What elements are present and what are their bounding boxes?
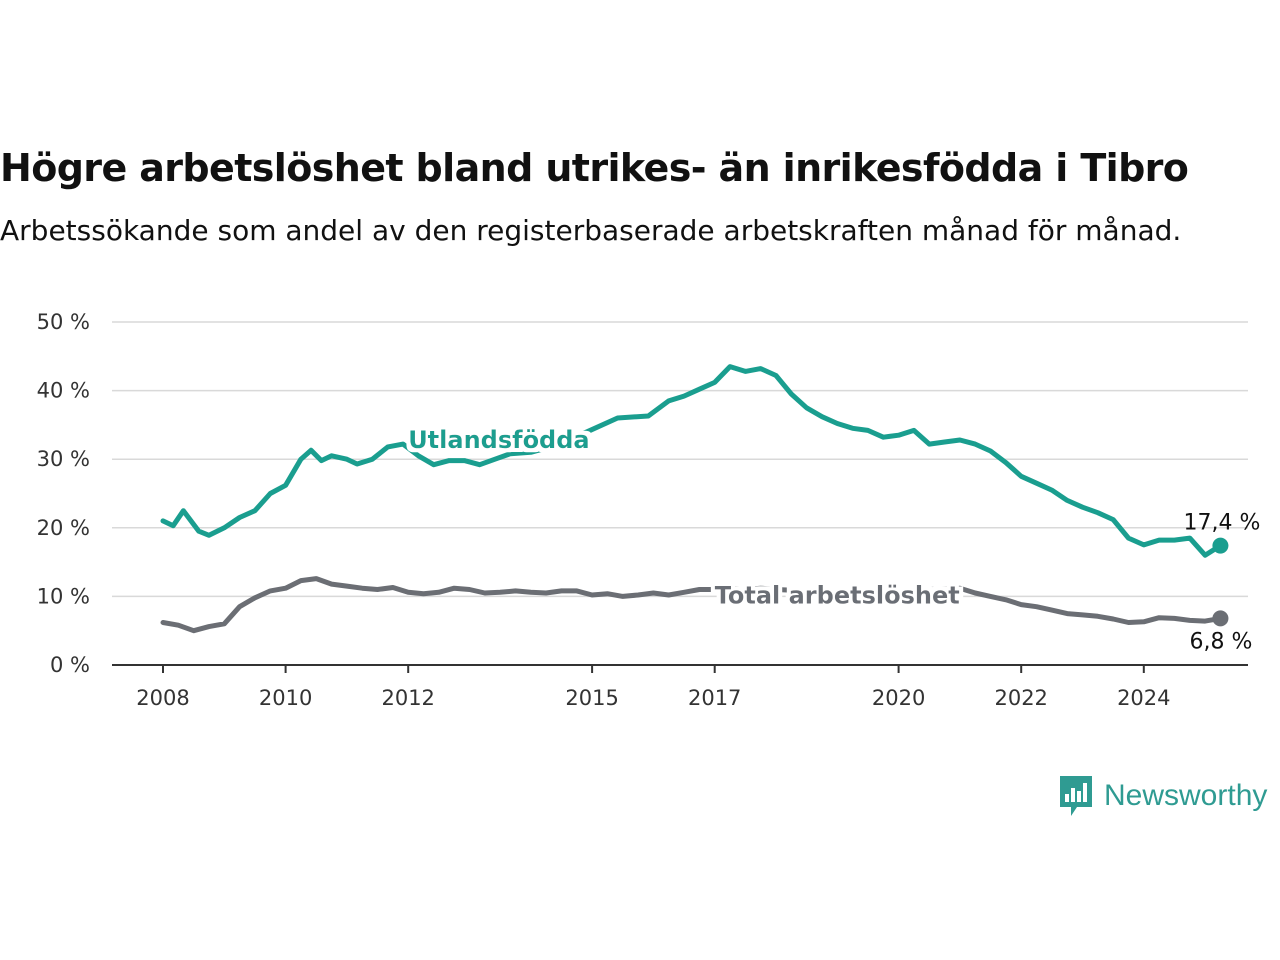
x-tick-label: 2012: [381, 686, 434, 710]
x-tick-label: 2024: [1117, 686, 1170, 710]
bar-chart-speech-bubble-icon: [1060, 776, 1092, 816]
x-tick-label: 2010: [259, 686, 312, 710]
y-tick-label: 40 %: [37, 379, 90, 403]
x-tick-label: 2008: [136, 686, 189, 710]
x-axis-ticks: 2008 2010 2012 2015 2017 2020 2022 2024: [136, 665, 1171, 710]
brand-name: Newsworthy: [1104, 779, 1268, 812]
x-tick-label: 2017: [688, 686, 741, 710]
y-tick-label: 20 %: [37, 516, 90, 540]
x-tick-label: 2015: [565, 686, 618, 710]
newsworthy-logo: Newsworthy: [1058, 773, 1267, 819]
y-tick-label: 0 %: [50, 653, 90, 677]
x-tick-label: 2020: [872, 686, 925, 710]
x-tick-label: 2022: [994, 686, 1047, 710]
line-chart: 0 % 10 % 20 % 30 % 40 % 50 % 2008 2010 2012 2015…: [37, 310, 1261, 710]
series-lines: [160, 364, 1229, 634]
series-line-utlandsfodda: [160, 364, 1223, 558]
chart-subtitle: Arbetssökande som andel av den registerb…: [0, 214, 1182, 247]
series-label-total-arbetsloshet: Total arbetslöshet: [715, 581, 960, 609]
series-line-total-arbetsloshet: [160, 576, 1223, 634]
series-label-utlandsfodda: Utlandsfödda: [408, 426, 589, 454]
chart-title: Högre arbetslöshet bland utrikes- än inr…: [0, 146, 1189, 190]
end-value-label-utlandsfodda: 17,4 %: [1184, 511, 1261, 536]
y-tick-label: 50 %: [37, 310, 90, 334]
series-endpoint-total-arbetsloshet: [1212, 610, 1229, 627]
series-labels: Utlandsfödda Total arbetslöshet 17,4 % 6,8 …: [408, 426, 1260, 655]
y-tick-label: 30 %: [37, 447, 90, 471]
y-axis-ticks: 0 % 10 % 20 % 30 % 40 % 50 %: [37, 310, 90, 677]
series-endpoint-utlandsfodda: [1212, 537, 1229, 554]
y-tick-label: 10 %: [37, 584, 90, 608]
end-value-label-total: 6,8 %: [1190, 629, 1253, 654]
